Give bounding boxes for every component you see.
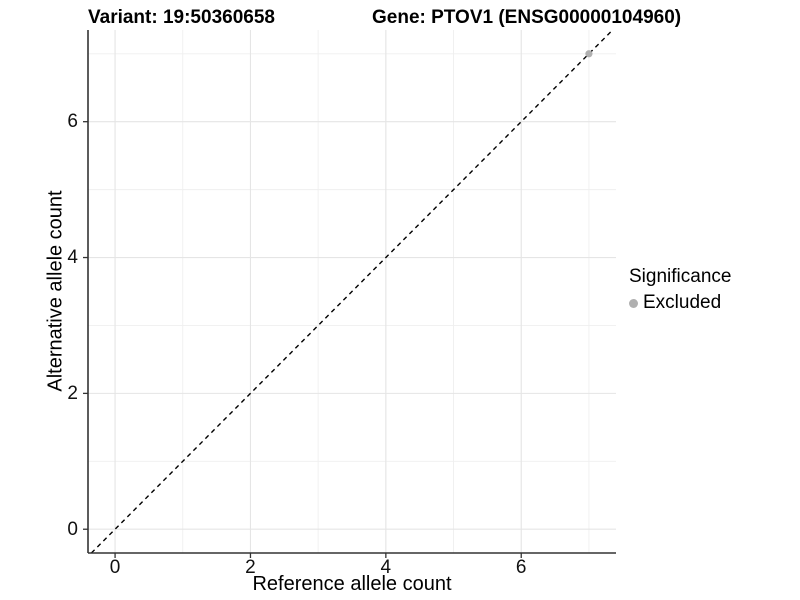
- plot-title-variant: Variant: 19:50360658: [88, 7, 275, 28]
- x-tick-label: 4: [380, 557, 392, 578]
- x-tick-label: 6: [515, 557, 527, 578]
- excluded-point-icon: [629, 298, 638, 308]
- x-tick-label: 0: [109, 557, 121, 578]
- identity-reference-line: [90, 29, 614, 554]
- y-tick-label: 0: [67, 518, 78, 540]
- legend-title: Significance: [629, 266, 732, 287]
- legend: Significance Excluded: [629, 266, 731, 314]
- legend-entry-excluded: Excluded: [629, 292, 731, 314]
- x-tick-label: 2: [245, 557, 256, 578]
- x-axis-title: Reference allele count: [252, 573, 452, 595]
- data-point-excluded: [585, 50, 593, 58]
- y-tick-label: 2: [67, 382, 78, 404]
- y-tick-label: 6: [67, 111, 78, 133]
- y-tick-label: 4: [67, 247, 78, 269]
- plot-title-gene: Gene: PTOV1 (ENSG00000104960): [372, 7, 682, 28]
- y-axis-title: Alternative allele count: [44, 190, 67, 392]
- legend-entry-label: Excluded: [643, 292, 722, 313]
